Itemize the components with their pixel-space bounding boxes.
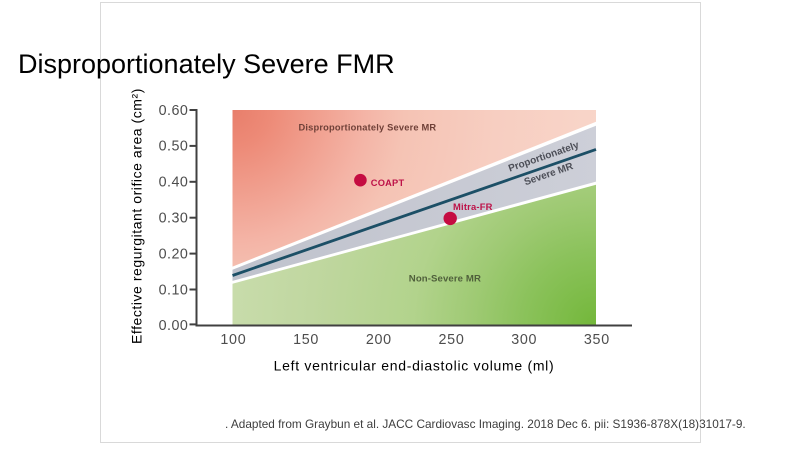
svg-text:350: 350	[584, 332, 610, 348]
svg-text:Effective regurgitant orifice: Effective regurgitant orifice area (cm²)	[129, 88, 145, 344]
svg-text:0.20: 0.20	[159, 246, 189, 262]
svg-text:300: 300	[511, 332, 537, 348]
svg-text:0.60: 0.60	[159, 103, 189, 119]
svg-text:150: 150	[293, 332, 319, 348]
svg-text:100: 100	[220, 332, 246, 348]
svg-text:0.10: 0.10	[159, 282, 189, 298]
svg-text:COAPT: COAPT	[371, 178, 405, 188]
svg-text:250: 250	[439, 332, 465, 348]
svg-text:Left ventricular end-diastolic: Left ventricular end-diastolic volume (m…	[274, 358, 555, 374]
svg-text:0.00: 0.00	[159, 318, 189, 334]
svg-text:. Adapted from Graybun et al.: . Adapted from Graybun et al. JACC Cardi…	[225, 417, 746, 431]
svg-text:0.50: 0.50	[159, 139, 189, 155]
svg-text:Disproportionately Severe MR: Disproportionately Severe MR	[299, 123, 437, 133]
svg-text:Non-Severe MR: Non-Severe MR	[409, 274, 481, 285]
svg-text:0.40: 0.40	[159, 175, 189, 191]
svg-text:200: 200	[366, 332, 392, 348]
svg-text:Mitra-FR: Mitra-FR	[453, 201, 493, 212]
svg-text:0.30: 0.30	[159, 211, 189, 227]
